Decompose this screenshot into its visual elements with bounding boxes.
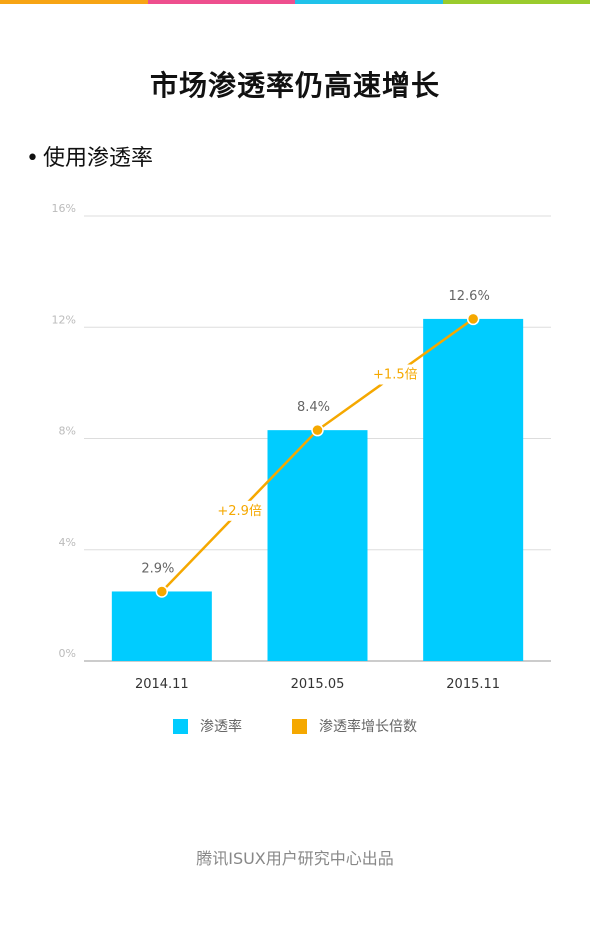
x-tick-label: 2015.05 <box>291 677 345 692</box>
legend-item-bar: 渗透率 <box>173 716 242 736</box>
y-tick-label: 12% <box>52 313 76 326</box>
penetration-chart: 0% 4% 8% 12% 16% 2014.11 2015.05 2015.11 2.9% 8.4… <box>52 202 551 692</box>
bar <box>111 591 212 661</box>
legend-label-bar: 渗透率 <box>200 719 242 735</box>
section-heading-text: 使用渗透率 <box>42 146 153 171</box>
top-color-stripe <box>0 0 590 4</box>
legend-swatch-line <box>292 718 307 734</box>
growth-annotation: +2.9倍 <box>217 504 262 519</box>
growth-annotation: +1.5倍 <box>373 368 418 383</box>
legend-item-line: 渗透率增长倍数 <box>292 716 417 736</box>
section-heading: • 使用渗透率 <box>26 140 153 172</box>
bar <box>267 430 368 661</box>
y-tick-label: 16% <box>52 202 76 215</box>
line-point <box>311 423 324 437</box>
annotation-backing <box>215 500 264 521</box>
annotation-backing <box>371 364 420 385</box>
data-label: 12.6% <box>449 289 490 304</box>
stripe-green <box>442 0 590 4</box>
stripe-cyan <box>295 0 443 4</box>
chart-legend: 渗透率 渗透率增长倍数 <box>0 716 590 736</box>
y-tick-label: 4% <box>59 536 76 549</box>
bar <box>423 318 524 661</box>
footer-credit: 腾讯ISUX用户研究中心出品 <box>196 849 394 868</box>
page-title: 市场渗透率仍高速增长 <box>149 69 440 102</box>
legend-label-line: 渗透率增长倍数 <box>319 719 417 735</box>
x-tick-label: 2015.11 <box>446 677 500 692</box>
y-tick-label: 0% <box>59 647 76 660</box>
data-label: 8.4% <box>297 400 330 415</box>
x-tick-label: 2014.11 <box>135 677 189 692</box>
stripe-pink <box>147 0 295 4</box>
data-label: 2.9% <box>141 561 174 576</box>
y-tick-label: 8% <box>59 425 76 438</box>
line-point <box>155 585 169 598</box>
legend-swatch-bar <box>173 718 188 734</box>
stripe-orange <box>0 0 148 4</box>
line-point <box>466 312 480 326</box>
bullet-point: • <box>26 146 39 171</box>
